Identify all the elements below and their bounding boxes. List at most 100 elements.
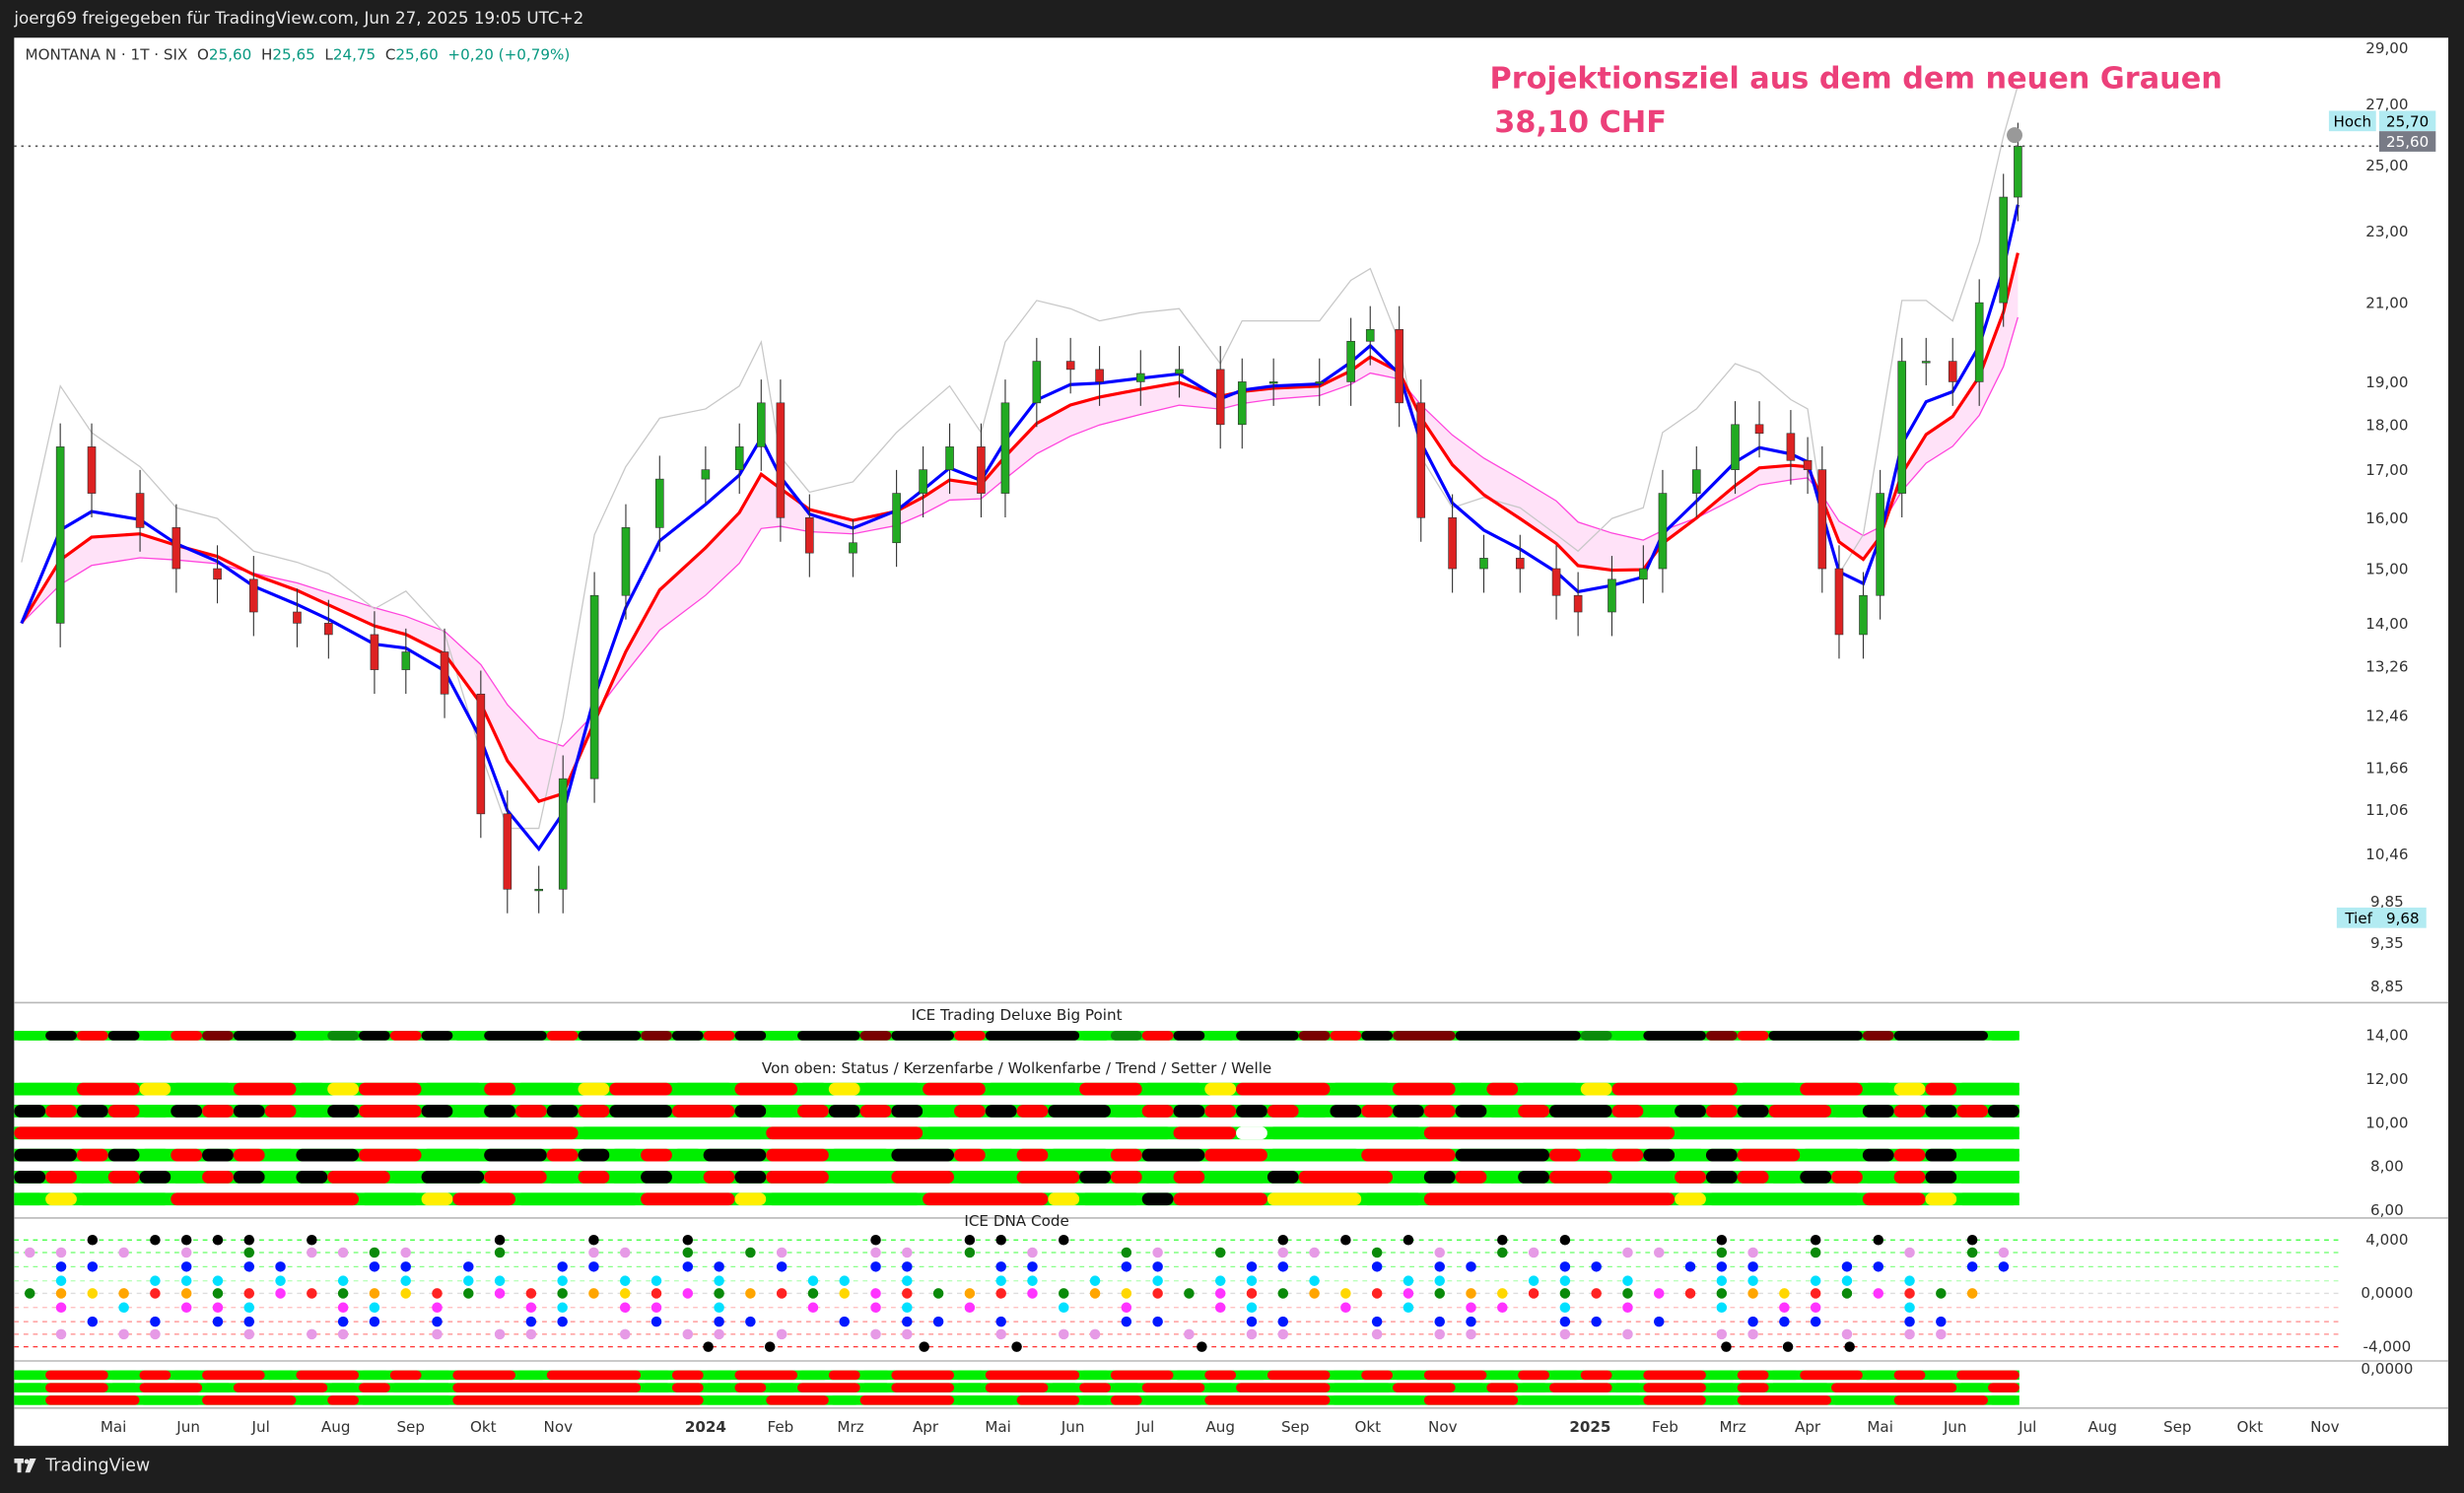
candle-body	[476, 693, 486, 815]
dna-dot	[1904, 1328, 1915, 1340]
x-tick: Mai	[985, 1418, 1011, 1436]
bottom-row-segment	[452, 1395, 704, 1405]
dna-dot	[1214, 1288, 1226, 1299]
chart-panel	[14, 37, 2449, 1447]
dna-dot	[682, 1234, 694, 1246]
status-row-segment	[1266, 1171, 1299, 1184]
dna-dot	[1340, 1234, 1351, 1246]
bottom-row-segment	[139, 1395, 203, 1405]
dna-dot	[839, 1288, 851, 1299]
bottom-row-segment	[1643, 1383, 1706, 1392]
dna-dot	[432, 1302, 443, 1314]
annotation-line2[interactable]: 38,10 CHF	[1494, 104, 1667, 140]
dna-dot	[1434, 1261, 1445, 1272]
x-tick: Sep	[396, 1418, 425, 1436]
status-row-segment	[578, 1171, 610, 1184]
dna-dot	[1197, 1341, 1207, 1352]
dna-dot	[870, 1261, 881, 1272]
candle-body	[1817, 469, 1827, 570]
status-row-segment	[1486, 1082, 1519, 1096]
dna-dot	[1403, 1275, 1414, 1286]
price-tick: 9,35	[2370, 934, 2404, 952]
status-row-segment	[484, 1148, 547, 1162]
status-row-segment	[546, 1105, 579, 1118]
status-row-segment	[734, 1105, 767, 1118]
price-tick: 9,85	[2370, 893, 2404, 911]
dna-dot	[1782, 1341, 1794, 1352]
dna-dot	[118, 1328, 129, 1340]
status-row-segment	[1956, 1192, 2019, 1206]
bottom-row-segment	[1831, 1383, 1957, 1392]
price-tick: 17,00	[2365, 461, 2408, 479]
dna-dot	[1559, 1288, 1571, 1299]
signal-dot	[2007, 127, 2022, 144]
status-row-segment	[233, 1105, 265, 1118]
bigpoint-row-segment	[202, 1031, 234, 1041]
x-tick: Nov	[2310, 1418, 2340, 1436]
dna-dot	[1214, 1275, 1226, 1286]
dna-dot	[1904, 1247, 1915, 1258]
dna-dot	[1011, 1341, 1022, 1352]
dna-dot	[703, 1341, 714, 1352]
candle-body	[1754, 424, 1764, 435]
bottom-row-segment	[514, 1370, 547, 1381]
bottom-row-segment	[985, 1370, 1080, 1381]
status-row-segment	[484, 1082, 515, 1096]
bottom-row-segment	[327, 1395, 360, 1405]
bottom-row-segment	[1079, 1370, 1111, 1381]
dna-dot	[619, 1288, 631, 1299]
status-row-segment	[14, 1126, 579, 1140]
status-row-segment	[1298, 1171, 1394, 1184]
dna-dot	[807, 1302, 819, 1314]
dna-dot	[150, 1288, 161, 1299]
x-tick: Okt	[1354, 1418, 1381, 1436]
symbol-name[interactable]: MONTANA N · 1T · SIX	[25, 46, 188, 65]
high-value: 25,65	[272, 46, 315, 65]
dna-dot	[682, 1261, 694, 1272]
status-row-segment	[14, 1192, 46, 1206]
dna-dot	[1497, 1302, 1508, 1314]
bigpoint-row-segment	[1236, 1031, 1299, 1041]
dna-dot	[902, 1275, 913, 1286]
dna-dot	[525, 1288, 537, 1299]
status-row-segment	[1548, 1148, 1581, 1162]
bottom-row-segment	[1486, 1383, 1519, 1392]
low-label: L	[324, 46, 333, 65]
dna-dot	[1591, 1288, 1602, 1299]
tradingview-logo[interactable]: TradingView	[14, 1456, 150, 1475]
annotation-line1[interactable]: Projektionsziel aus dem dem neuen Grauen	[1489, 61, 2223, 97]
bigpoint-row-segment	[1455, 1031, 1581, 1041]
status-row-segment	[1486, 1171, 1519, 1184]
candle-body	[756, 402, 766, 447]
bottom-row-segment	[139, 1370, 171, 1381]
dna-dot	[995, 1288, 1006, 1299]
bottom-row-segment	[45, 1395, 140, 1405]
status-row-segment	[766, 1105, 798, 1118]
dna-dot	[1653, 1288, 1665, 1299]
dna-dot	[1622, 1288, 1633, 1299]
status-row-segment	[578, 1082, 610, 1096]
bigpoint-tick: 6,00	[2370, 1201, 2404, 1219]
bottom-row-segment	[954, 1383, 986, 1392]
x-tick: Aug	[1205, 1418, 1235, 1436]
status-row-segment	[514, 1192, 642, 1206]
status-row-segment	[1423, 1192, 1676, 1206]
dna-dot	[557, 1316, 568, 1327]
bottom-row-segment	[1518, 1395, 1644, 1405]
price-tick: 11,66	[2365, 760, 2408, 778]
status-row-segment	[1643, 1105, 1676, 1118]
dna-dot	[1716, 1275, 1728, 1286]
dna-dot	[1121, 1261, 1132, 1272]
status-row-segment	[107, 1148, 140, 1162]
status-row-segment	[1110, 1148, 1142, 1162]
dna-dot	[1340, 1288, 1351, 1299]
status-row-segment	[1518, 1082, 1581, 1096]
bigpoint-row-segment	[1079, 1031, 1111, 1041]
candle-body	[440, 651, 449, 695]
status-row-segment	[1893, 1082, 1926, 1096]
bigpoint-row-segment	[1705, 1031, 1738, 1041]
dna-dot	[150, 1234, 161, 1246]
candle-body	[135, 493, 145, 528]
price-tick: 15,00	[2365, 561, 2408, 578]
bottom-row-segment	[1423, 1395, 1519, 1405]
